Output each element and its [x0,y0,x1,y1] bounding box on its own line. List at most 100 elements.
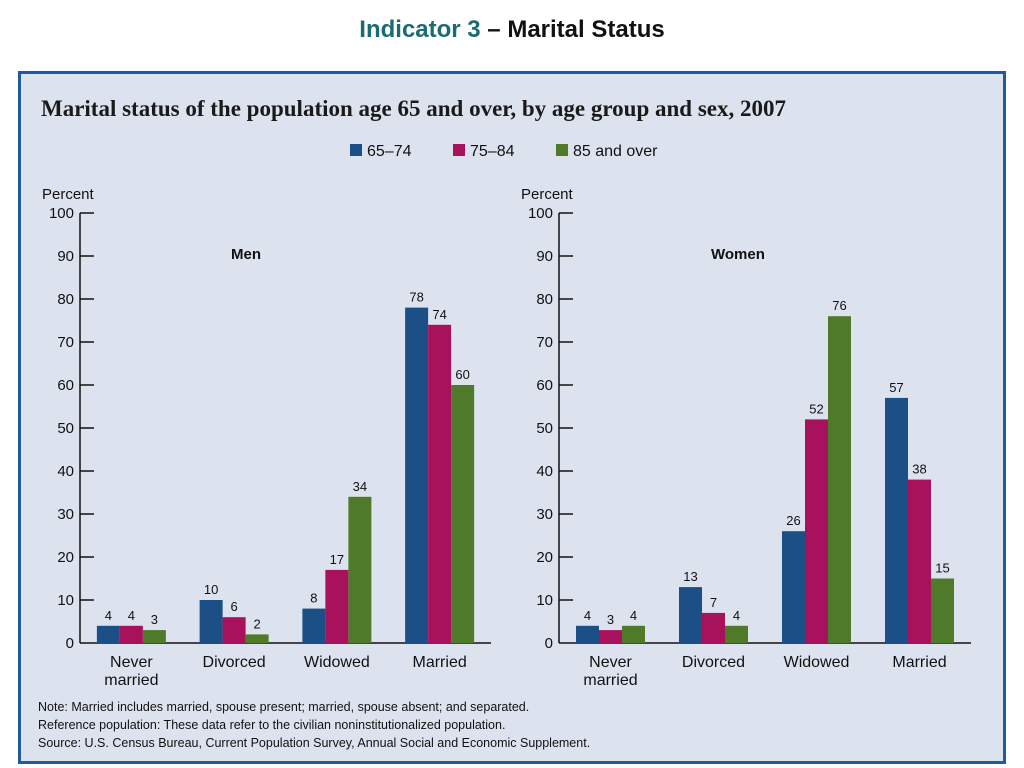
chart: Marital status of the population age 65 … [38,96,971,750]
bar-men-3-0 [405,307,429,643]
data-label: 2 [254,616,261,631]
category-label: Divorced [203,654,266,671]
y-tick-label: 10 [57,592,74,609]
y-tick-label: 100 [528,205,553,222]
bar-women-3-0 [885,397,908,643]
bar-women-0-1 [599,630,622,643]
bar-women-1-2 [725,625,748,643]
bar-men-2-0 [302,608,326,643]
bar-women-3-2 [931,578,954,643]
chart-panel: Marital status of the population age 65 … [18,71,1006,764]
data-label: 17 [330,552,344,567]
data-label: 15 [935,561,949,576]
data-label: 74 [432,307,446,322]
data-label: 8 [310,591,317,606]
panel-title: Women [711,246,765,263]
y-tick-label: 0 [545,635,553,652]
data-label: 38 [912,462,926,477]
y-tick-label: 10 [536,592,553,609]
data-label: 3 [151,612,158,627]
category-label: Divorced [682,654,745,671]
panel-men: Percent 0 10 20 30 40 50 60 70 80 90 100 Men 4 4 3 Never… [42,186,491,689]
legend: 65–74 75–84 85 and over [350,143,658,160]
category-label: Widowed [784,654,850,671]
bar-women-0-2 [622,625,645,643]
bar-men-0-0 [96,625,120,643]
note-line-2: Source: U.S. Census Bureau, Current Popu… [38,736,590,750]
bar-men-1-1 [222,617,246,643]
panel-title: Men [231,246,261,263]
slide-title: Indicator 3 – Marital Status [0,16,1024,44]
bar-men-2-1 [325,569,349,643]
data-label: 52 [809,401,823,416]
data-label: 60 [455,367,469,382]
y-tick-label: 70 [536,334,553,351]
y-tick-label: 30 [57,506,74,523]
bar-men-1-0 [199,600,223,643]
y-tick-label: 80 [536,291,553,308]
note-line-1: Reference population: These data refer t… [38,718,505,732]
data-label: 34 [353,479,367,494]
data-label: 4 [128,608,135,623]
bar-men-0-2 [142,630,166,643]
bar-men-3-2 [451,385,475,643]
legend-label-2: 85 and over [573,143,658,160]
bar-women-2-1 [805,419,828,643]
legend-label-0: 65–74 [367,143,412,160]
legend-swatch-1 [453,144,465,156]
category-label: Never [589,654,632,671]
legend-swatch-2 [556,144,568,156]
y-tick-label: 60 [57,377,74,394]
slide-title-indicator: Indicator 3 [359,16,481,43]
data-label: 57 [889,380,903,395]
legend-label-1: 75–84 [470,143,515,160]
bar-women-0-0 [576,625,599,643]
category-label: Widowed [304,654,370,671]
bar-women-2-2 [828,316,851,643]
y-tick-label: 90 [536,248,553,265]
y-axis-label: Percent [521,186,574,203]
legend-swatch-0 [350,144,362,156]
category-label: married [104,672,158,689]
chart-title: Marital status of the population age 65 … [41,96,786,121]
bar-men-3-1 [428,324,452,643]
panel-women: Percent 0 10 20 30 40 50 60 70 80 90 100 Women 4 3 4 Nev… [521,186,971,689]
data-label: 4 [630,608,637,623]
y-tick-label: 40 [57,463,74,480]
data-label: 4 [584,608,591,623]
y-tick-label: 50 [536,420,553,437]
data-label: 78 [409,290,423,305]
y-axis-label: Percent [42,186,95,203]
category-label: Married [413,654,467,671]
y-tick-label: 30 [536,506,553,523]
y-tick-label: 60 [536,377,553,394]
y-tick-label: 20 [57,549,74,566]
data-label: 13 [683,569,697,584]
bar-women-2-0 [782,531,805,643]
y-tick-label: 70 [57,334,74,351]
data-label: 4 [733,608,740,623]
y-tick-label: 40 [536,463,553,480]
bar-men-2-2 [348,496,372,643]
y-tick-label: 50 [57,420,74,437]
y-tick-label: 20 [536,549,553,566]
note-line-0: Note: Married includes married, spouse p… [38,700,529,714]
data-label: 6 [231,599,238,614]
bar-men-0-1 [119,625,143,643]
category-label: married [583,672,637,689]
data-label: 10 [204,582,218,597]
bar-women-3-1 [908,479,931,643]
bar-women-1-1 [702,612,725,643]
slide-title-topic: – Marital Status [480,16,665,43]
category-label: Married [892,654,946,671]
data-label: 7 [710,595,717,610]
y-tick-label: 0 [66,635,74,652]
y-tick-label: 80 [57,291,74,308]
data-label: 76 [832,298,846,313]
bar-men-1-2 [245,634,269,643]
chart-notes: Note: Married includes married, spouse p… [38,700,590,750]
y-tick-label: 100 [49,205,74,222]
y-tick-label: 90 [57,248,74,265]
category-label: Never [110,654,153,671]
